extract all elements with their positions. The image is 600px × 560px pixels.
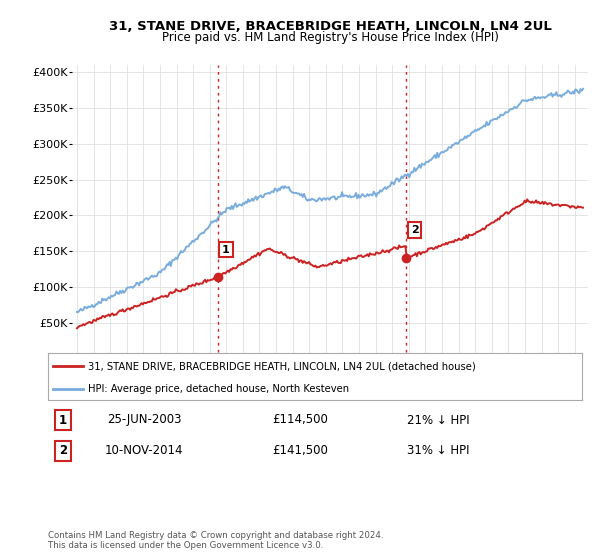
Text: £141,500: £141,500: [272, 444, 328, 458]
Text: 1: 1: [222, 245, 230, 255]
Text: 31% ↓ HPI: 31% ↓ HPI: [407, 444, 469, 458]
Text: £114,500: £114,500: [272, 413, 328, 427]
Text: 25-JUN-2003: 25-JUN-2003: [107, 413, 181, 427]
Text: 31, STANE DRIVE, BRACEBRIDGE HEATH, LINCOLN, LN4 2UL: 31, STANE DRIVE, BRACEBRIDGE HEATH, LINC…: [109, 20, 551, 32]
Text: 21% ↓ HPI: 21% ↓ HPI: [407, 413, 469, 427]
Text: 1: 1: [59, 413, 67, 427]
Text: 10-NOV-2014: 10-NOV-2014: [105, 444, 183, 458]
Text: HPI: Average price, detached house, North Kesteven: HPI: Average price, detached house, Nort…: [88, 384, 349, 394]
Text: 2: 2: [411, 225, 419, 235]
Text: 31, STANE DRIVE, BRACEBRIDGE HEATH, LINCOLN, LN4 2UL (detached house): 31, STANE DRIVE, BRACEBRIDGE HEATH, LINC…: [88, 361, 476, 371]
Text: Price paid vs. HM Land Registry's House Price Index (HPI): Price paid vs. HM Land Registry's House …: [161, 31, 499, 44]
Text: Contains HM Land Registry data © Crown copyright and database right 2024.
This d: Contains HM Land Registry data © Crown c…: [48, 530, 383, 550]
Text: 2: 2: [59, 444, 67, 458]
